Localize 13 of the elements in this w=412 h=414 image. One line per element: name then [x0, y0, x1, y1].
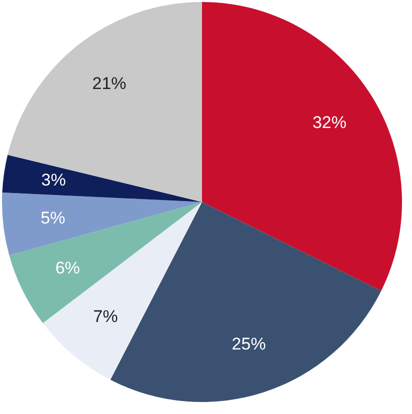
data-label: 5% — [40, 208, 66, 228]
data-label: 6% — [55, 258, 80, 278]
pie-slice — [2, 192, 202, 256]
pie-slice — [9, 202, 202, 324]
data-label: 32% — [312, 112, 346, 132]
data-label: 21% — [92, 74, 126, 94]
pie-slice — [8, 2, 202, 202]
data-label: 25% — [232, 334, 266, 354]
data-label: 3% — [41, 170, 66, 190]
pie-slice — [2, 154, 202, 202]
pie-slice — [202, 2, 402, 291]
pie-slice — [42, 202, 202, 380]
data-label: 7% — [93, 306, 118, 326]
